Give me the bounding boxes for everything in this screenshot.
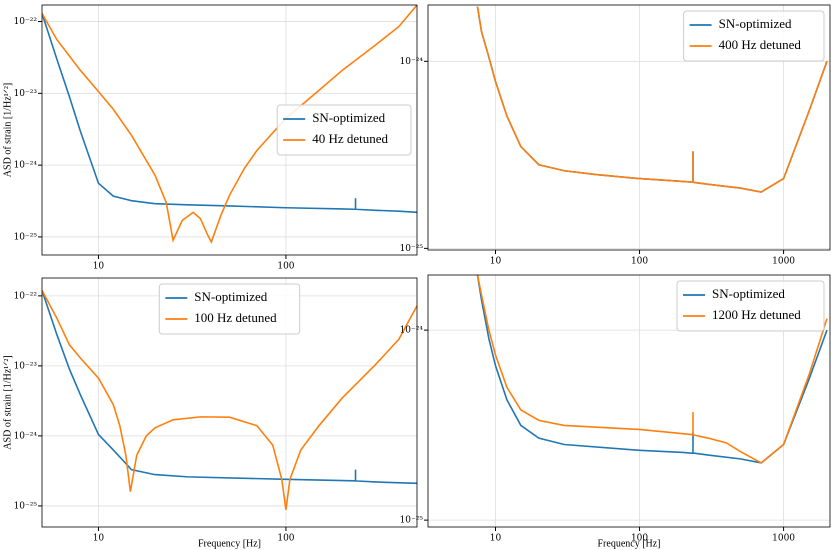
legend-box — [158, 283, 301, 335]
y-tick-label: 10⁻²⁴ — [400, 57, 424, 67]
legend-box — [276, 104, 412, 156]
y-axis-label: ASD of strain [1/Hz¹ᐟ²] — [2, 355, 13, 449]
y-tick-label: 10⁻²⁴ — [14, 431, 38, 441]
legend-label: SN-optimized — [719, 16, 792, 31]
subplot: 10 100 10⁻²² 10⁻²³ 10⁻²⁴ 10⁻²⁵ Frequency [Hz] A… — [2, 277, 418, 549]
series-line — [476, 6, 828, 193]
x-tick-label: 100 — [277, 534, 294, 544]
x-tick-label: 10 — [490, 257, 502, 267]
y-tick-label: 10⁻²³ — [14, 361, 38, 371]
y-axis-label: ASD of strain [1/Hz¹ᐟ²] — [2, 83, 13, 177]
x-tick-label: 10 — [490, 534, 502, 544]
series-line — [476, 275, 828, 464]
x-tick-label: 100 — [631, 257, 648, 267]
y-tick-label: 10⁻²⁵ — [400, 516, 424, 526]
y-tick-label: 10⁻²³ — [14, 89, 38, 99]
subplot: 10 100 10⁻²² 10⁻²³ 10⁻²⁴ 10⁻²⁵ ASD of strain [… — [2, 4, 418, 272]
legend-label: SN-optimized — [312, 110, 385, 125]
legend-box — [683, 10, 825, 62]
y-tick-label: 10⁻²² — [14, 17, 38, 27]
x-tick-label: 10 — [93, 534, 105, 544]
axes-frame — [41, 4, 418, 256]
axes-frame — [427, 4, 831, 251]
legend-label: 1200 Hz detuned — [712, 307, 801, 322]
series-line — [42, 13, 417, 214]
x-axis-label: Frequency [Hz] — [198, 538, 261, 549]
axes-frame — [427, 274, 831, 528]
series-line — [42, 290, 417, 485]
y-tick-label: 10⁻²⁵ — [14, 501, 38, 511]
series-line — [42, 5, 417, 244]
axes-frame — [41, 277, 418, 528]
x-axis-label: Frequency [Hz] — [597, 538, 660, 549]
legend-label: 400 Hz detuned — [719, 37, 802, 52]
x-tick-label: 10 — [93, 262, 105, 272]
y-tick-label: 10⁻²⁵ — [400, 244, 424, 254]
y-tick-label: 10⁻²⁵ — [14, 232, 38, 242]
x-tick-label: 1000 — [772, 257, 795, 267]
series-line — [42, 289, 417, 510]
x-tick-label: 100 — [277, 262, 294, 272]
legend-box — [676, 280, 825, 332]
legend-label: 100 Hz detuned — [194, 310, 277, 325]
legend-label: SN-optimized — [712, 286, 785, 301]
x-tick-label: 100 — [631, 534, 648, 544]
y-tick-label: 10⁻²⁴ — [14, 161, 38, 171]
subplot: 10 100 1000 10⁻²⁴ 10⁻²⁵ Frequency [Hz] SN-opti… — [400, 274, 831, 549]
legend-label: SN-optimized — [194, 289, 267, 304]
x-tick-label: 1000 — [772, 534, 795, 544]
series-line — [476, 275, 828, 464]
y-tick-label: 10⁻²⁴ — [400, 326, 424, 336]
subplot: 10 100 1000 10⁻²⁴ 10⁻²⁵ SN-optimized 400 Hz de… — [400, 4, 831, 267]
legend-label: 40 Hz detuned — [312, 131, 388, 146]
y-tick-label: 10⁻²² — [14, 291, 38, 301]
